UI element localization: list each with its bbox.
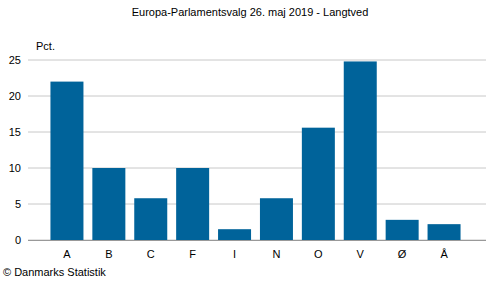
chart-svg: Europa-Parlamentsvalg 26. maj 2019 - Lan… [0, 0, 500, 282]
y-tick-label: 20 [9, 90, 21, 102]
y-tick-label: 15 [9, 126, 21, 138]
bars [50, 61, 460, 240]
x-tick-label: Å [440, 248, 448, 260]
y-tick-label: 5 [15, 198, 21, 210]
bar [134, 198, 167, 240]
x-tick-label: N [272, 248, 280, 260]
title: Europa-Parlamentsvalg 26. maj 2019 - Lan… [132, 6, 369, 18]
bar [428, 224, 461, 240]
x-tick-label: B [105, 248, 112, 260]
bar [92, 168, 125, 240]
x-tick-label: C [147, 248, 155, 260]
x-axis-line [28, 240, 486, 241]
chart-container: Europa-Parlamentsvalg 26. maj 2019 - Lan… [0, 0, 500, 282]
x-tick-label: V [357, 248, 365, 260]
bar [50, 82, 83, 240]
y-axis-label: Pct. [36, 40, 55, 52]
y-tick-label: 0 [15, 234, 21, 246]
source: © Danmarks Statistik [3, 266, 106, 278]
y-tick-label: 10 [9, 162, 21, 174]
bar [386, 220, 419, 240]
bar [260, 198, 293, 240]
x-tick-label: I [233, 248, 236, 260]
grid-line [28, 132, 486, 133]
x-tick-label: O [314, 248, 323, 260]
bar [176, 168, 209, 240]
grid-line [28, 96, 486, 97]
bar [302, 128, 335, 240]
bar [218, 229, 251, 240]
bar [344, 61, 377, 240]
x-tick-label: F [189, 248, 196, 260]
x-tick-label: A [63, 248, 71, 260]
y-tick-label: 25 [9, 54, 21, 66]
grid-line [28, 60, 486, 61]
x-tick-label: Ø [398, 248, 407, 260]
